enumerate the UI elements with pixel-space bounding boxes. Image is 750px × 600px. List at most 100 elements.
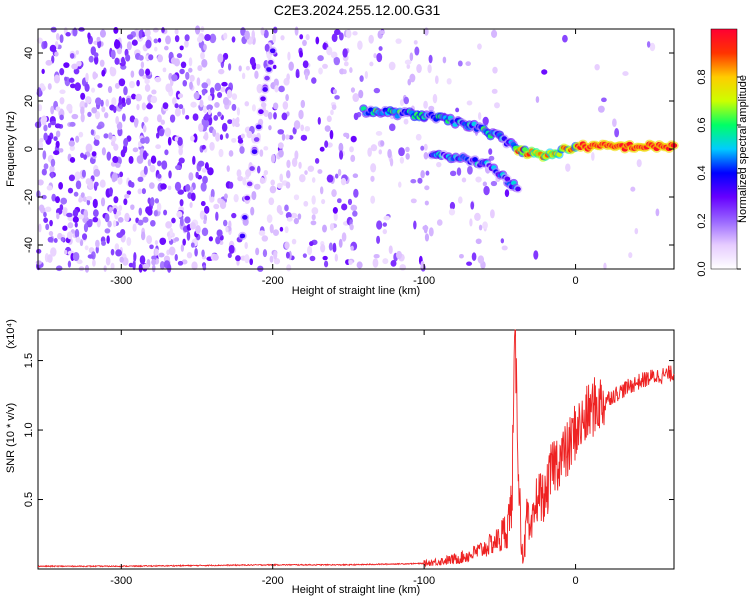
spectrogram-cell (97, 83, 103, 88)
spectrogram-cell (195, 171, 199, 179)
spectrogram-cell (79, 239, 84, 247)
spectrogram-y-label: Frequency (Hz) (5, 111, 17, 187)
spectrogram-cell (124, 194, 130, 199)
spectrogram-cells (34, 25, 660, 273)
spectrogram-cell (119, 256, 124, 263)
spectrogram-cell (333, 212, 338, 222)
spectrogram-cell (51, 55, 55, 64)
spectrogram-cell (145, 68, 151, 76)
colorbar-tick-label: 0.2 (696, 213, 708, 228)
spectrogram-cell (350, 87, 356, 93)
spectrogram-cell (413, 40, 418, 45)
spectrogram-cell (231, 103, 237, 111)
spectrogram-cell (311, 177, 316, 183)
ridge-point (239, 233, 246, 239)
spectrogram-cell (90, 129, 95, 136)
spectrogram-cell (263, 146, 269, 151)
spectrogram-cell (478, 224, 483, 231)
spectrogram-cell (49, 219, 53, 227)
spectrogram-cell (85, 96, 92, 104)
spectrogram-cell (50, 158, 56, 167)
spectrogram-cell (80, 113, 85, 123)
spectrogram-cell (43, 124, 48, 132)
spectrogram-cell (203, 219, 207, 224)
spectrogram-cell (141, 231, 146, 241)
spectrogram-cell (43, 217, 49, 223)
spectrogram-cell (142, 216, 149, 223)
spectrogram-cell (474, 212, 481, 221)
spectrogram-cell (86, 195, 93, 201)
spectrogram-cell (54, 123, 61, 129)
spectrogram-cell (131, 39, 138, 46)
spectrogram-cell (304, 72, 309, 81)
spectrogram-cell (66, 212, 73, 218)
spectrogram-cell (53, 74, 61, 84)
spectrogram-cell (132, 260, 136, 271)
spectrogram-cell (80, 92, 86, 100)
spectrogram-cell (128, 155, 134, 164)
spectrogram-cell (108, 132, 113, 140)
spectrogram-cell (315, 36, 320, 45)
spectrogram-cell (174, 237, 180, 242)
spectrogram-cell (149, 182, 155, 189)
spectrogram-cell (163, 209, 168, 216)
spectrogram-cell (108, 187, 113, 196)
spectrogram-cell (143, 116, 149, 123)
spectrogram-cell (228, 181, 234, 189)
spectrogram-cell (298, 109, 304, 120)
spectrogram-cell (333, 29, 341, 36)
spectrogram-cell (268, 197, 275, 206)
spectrogram-cell (106, 151, 112, 161)
spectrogram-cell (194, 25, 201, 35)
spectrogram-cell (409, 52, 414, 62)
spectrogram-cell (330, 51, 338, 59)
spectrogram-cell (49, 165, 55, 173)
spectrogram-cell (69, 145, 75, 151)
spectrogram-cell (72, 216, 79, 223)
spectrogram-cell (146, 235, 153, 245)
spectrogram-cell (358, 89, 364, 99)
spectrogram-cell (322, 224, 327, 233)
spectrogram-cell (78, 131, 84, 138)
spectrogram-cell (138, 29, 143, 39)
spectrogram-cell (207, 109, 212, 115)
spectrogram-cell (272, 33, 276, 44)
spectrogram-cell (112, 156, 119, 164)
spectrogram-cell (204, 113, 210, 121)
spectrogram-cell (320, 243, 326, 253)
spectrogram-cell (494, 102, 500, 109)
spectrogram-cell (261, 235, 269, 242)
spectrogram-cell (133, 117, 139, 126)
spectrogram-cell (209, 87, 215, 95)
spectrogram-cell (332, 207, 338, 214)
spectrogram-cell (99, 29, 106, 38)
spectrogram-cell (410, 198, 417, 204)
spectrogram-cell (217, 53, 224, 64)
spectrogram-cell (399, 99, 404, 107)
spectrogram-cell (269, 223, 274, 234)
spectrogram-cell (311, 207, 319, 215)
spectrogram-cell (82, 233, 88, 240)
spectrogram-cell (55, 265, 63, 272)
spectrogram-cell (398, 181, 402, 188)
snr-frame (37, 329, 675, 570)
spectrogram-cell (37, 140, 44, 151)
spectrogram-cell (193, 91, 200, 100)
spectrogram-cell (217, 111, 222, 117)
spectrogram-cell (218, 148, 224, 158)
spectrogram-cell (95, 245, 99, 254)
spectrogram-cell (231, 36, 236, 43)
spectrogram-cell (634, 227, 639, 235)
spectrogram-cell (255, 247, 260, 256)
spectrogram-cell (378, 46, 383, 51)
spectrogram-cell (75, 135, 80, 143)
spectrogram-cell (204, 162, 209, 171)
spectrogram-cell (92, 71, 97, 80)
spectrogram-cell (204, 34, 211, 41)
spectrogram-cell (282, 101, 289, 110)
spectrogram-cell (406, 64, 411, 69)
spectrogram-cell (302, 39, 307, 47)
spectrogram-cell (85, 143, 93, 153)
